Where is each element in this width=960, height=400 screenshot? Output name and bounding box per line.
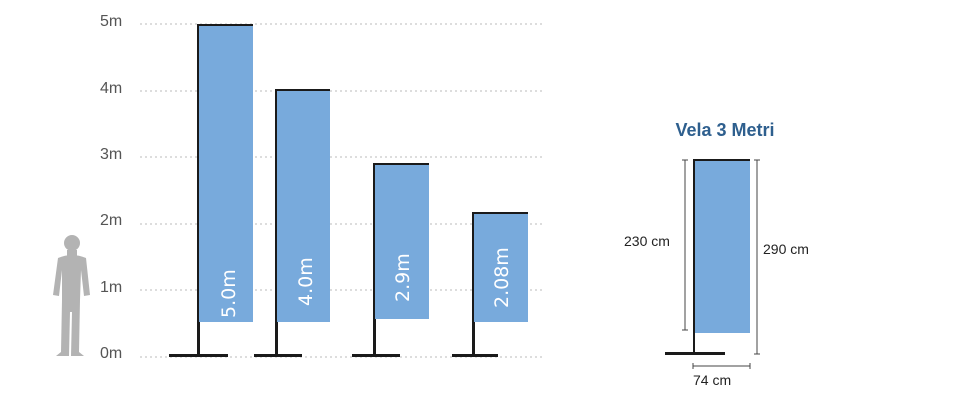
right-dimension-label: 290 cm	[763, 241, 809, 257]
flag-2-08m-base	[452, 354, 498, 357]
dimension-lines	[682, 159, 760, 369]
detail-flag	[665, 159, 750, 355]
flag-4m-base	[254, 354, 302, 357]
flag-2-9m-label: 2.9m	[392, 253, 414, 302]
detail-flag-base	[665, 352, 725, 355]
person-silhouette-icon	[53, 235, 90, 356]
flag-2-9m: 2.9m	[352, 163, 429, 357]
bottom-dimension-label: 74 cm	[693, 372, 732, 388]
flag-5m-sail	[199, 26, 253, 322]
flag-2-9m-pole	[373, 163, 376, 355]
flag-4m-sail	[277, 91, 330, 322]
detail-flag-pole	[693, 159, 695, 353]
flag-5m-arm	[197, 24, 253, 27]
flag-5m: 5.0m	[169, 24, 253, 357]
flag-2-08m-pole	[472, 212, 475, 355]
tick-label-3m: 3m	[100, 146, 123, 163]
flag-2-08m-label: 2.08m	[491, 247, 513, 308]
tick-label-4m: 4m	[100, 80, 123, 97]
detail-flag-arm	[693, 159, 750, 161]
flag-5m-pole	[197, 24, 200, 355]
detail-flag-sail	[695, 161, 750, 333]
flag-2-08m-arm	[472, 212, 528, 215]
flag-2-08m-sail	[474, 214, 528, 322]
tick-label-1m: 1m	[100, 279, 123, 296]
flag-5m-label: 5.0m	[218, 269, 240, 318]
flag-2-9m-base	[352, 354, 400, 357]
flag-2-9m-sail	[375, 165, 429, 319]
detail-title: Vela 3 Metri	[675, 120, 775, 140]
tick-label-0m: 0m	[100, 345, 123, 362]
left-dimension-label: 230 cm	[624, 233, 670, 249]
flag-2-9m-arm	[373, 163, 429, 166]
flag-4m-label: 4.0m	[295, 257, 317, 306]
flag-4m-pole	[275, 89, 278, 355]
flag-4m: 4.0m	[254, 89, 330, 357]
flag-5m-base	[169, 354, 228, 357]
tick-label-2m: 2m	[100, 212, 123, 229]
flag-4m-arm	[275, 89, 330, 92]
tick-label-5m: 5m	[100, 13, 123, 30]
flag-2-08m: 2.08m	[452, 212, 528, 357]
